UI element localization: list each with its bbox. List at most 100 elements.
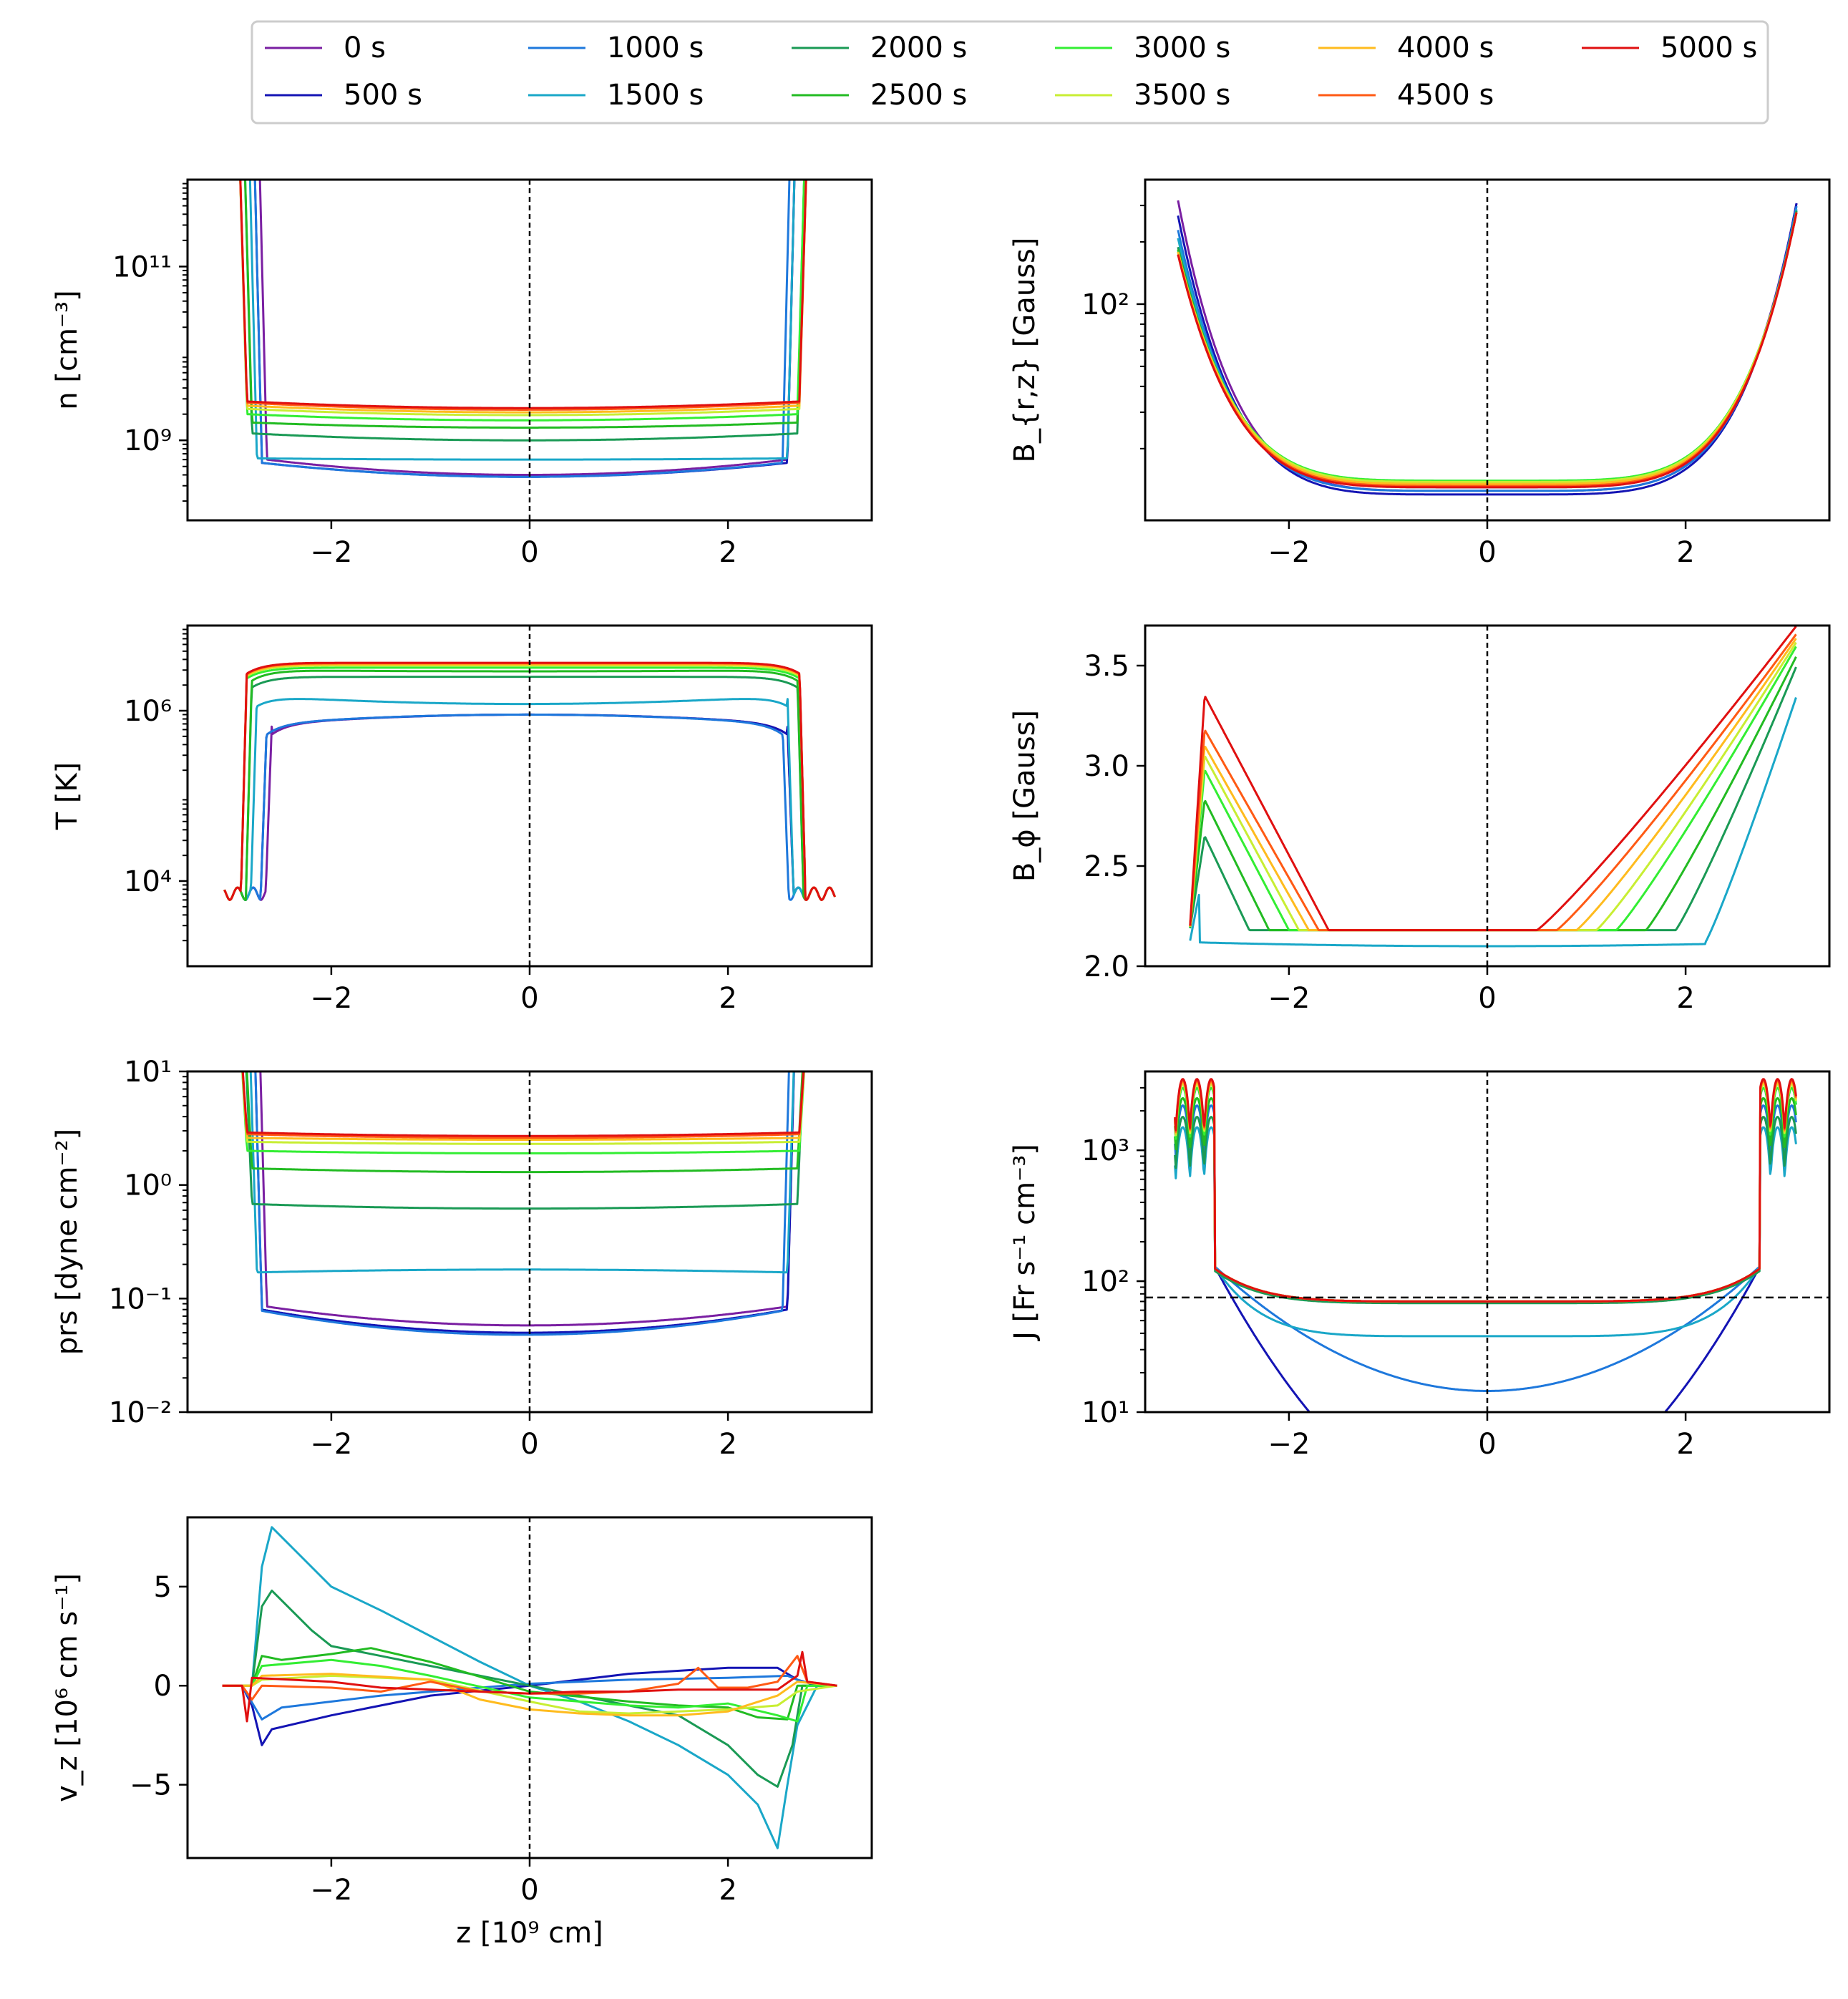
- series-line: [1174, 1104, 1797, 1392]
- y-tick-label: −5: [130, 1769, 172, 1802]
- y-tick-label: 10¹: [1081, 1396, 1129, 1429]
- legend-entry: 3500 s: [1055, 79, 1230, 112]
- y-tick-label: 10¹¹: [112, 251, 172, 283]
- y-axis-label: B_{r,z} [Gauss]: [1008, 238, 1041, 463]
- series-line: [223, 666, 836, 901]
- series-line: [239, 180, 807, 409]
- series-line: [245, 1071, 804, 1210]
- x-tick-label: 0: [520, 1428, 538, 1461]
- series-line: [254, 1071, 790, 1336]
- legend-label: 4000 s: [1397, 31, 1494, 64]
- y-tick-label: 10⁻¹: [109, 1283, 172, 1315]
- x-tick-label: −2: [310, 1428, 352, 1461]
- series-line: [244, 180, 806, 429]
- series-line: [222, 1589, 837, 1788]
- series-group: [1189, 626, 1797, 948]
- x-tick-label: −2: [1268, 1428, 1310, 1461]
- x-tick-label: 2: [1676, 1428, 1694, 1461]
- x-tick-label: −2: [310, 536, 352, 569]
- panel-J: −2 0 2 10¹ 10² 10³ J [Fr s⁻¹ cm⁻³]: [1008, 1070, 1831, 1461]
- series-line: [1174, 1086, 1797, 1412]
- x-tick-label: −2: [310, 982, 352, 1015]
- y-tick-label: 10⁶: [124, 695, 172, 728]
- panels: −2 0 2 10⁹ 10¹¹ n [cm⁻³] −2 0 2 10² B_{r,z} [Gauss…: [51, 178, 1831, 1950]
- legend-entry: 1500 s: [528, 79, 704, 112]
- x-tick-label: 2: [719, 1874, 736, 1907]
- series-group: [1174, 1078, 1797, 1412]
- y-tick-label: 10²: [1081, 288, 1129, 321]
- legend-label: 1000 s: [607, 31, 704, 64]
- x-tick-label: 0: [1478, 536, 1496, 569]
- x-tick-label: 2: [1676, 982, 1694, 1015]
- legend-label: 3000 s: [1134, 31, 1230, 64]
- panel-brz: −2 0 2 10² B_{r,z} [Gauss]: [1008, 178, 1831, 569]
- x-tick-label: 2: [719, 1428, 736, 1461]
- legend-entry: 500 s: [265, 79, 422, 112]
- series-line: [222, 1658, 837, 1723]
- legend-label: 3500 s: [1134, 79, 1230, 112]
- series-line: [222, 1655, 837, 1701]
- y-tick-label: 0: [154, 1670, 172, 1703]
- x-tick-label: 2: [1676, 536, 1694, 569]
- legend-label: 0 s: [344, 31, 386, 64]
- y-axis-label: T [K]: [51, 762, 84, 831]
- y-tick-label: 5: [154, 1571, 172, 1604]
- series-line: [222, 1674, 837, 1715]
- legend: 0 s 500 s 1000 s 1500 s 2000 s 2500 s 3000 s 35…: [251, 20, 1769, 125]
- y-tick-label: 2.0: [1084, 950, 1129, 983]
- y-tick-label: 10⁰: [124, 1169, 172, 1202]
- legend-label: 500 s: [344, 79, 422, 112]
- legend-label: 5000 s: [1660, 31, 1757, 64]
- x-tick-label: −2: [1268, 536, 1310, 569]
- legend-label: 1500 s: [607, 79, 704, 112]
- legend-entry: 2000 s: [792, 31, 967, 64]
- series-line: [1174, 1116, 1797, 1305]
- series-line: [222, 1673, 837, 1717]
- legend-entry: 1000 s: [528, 31, 704, 64]
- series-line: [241, 1071, 805, 1141]
- series-line: [241, 1071, 805, 1139]
- legend-entry: 4500 s: [1318, 79, 1494, 112]
- legend-label: 2000 s: [870, 31, 967, 64]
- x-tick-label: 0: [520, 982, 538, 1015]
- y-tick-label: 10²: [1081, 1265, 1129, 1298]
- y-tick-label: 3.5: [1084, 650, 1129, 683]
- y-tick-label: 10⁻²: [109, 1396, 172, 1429]
- series-line: [1189, 697, 1797, 948]
- y-tick-label: 2.5: [1084, 850, 1129, 883]
- panel-bphi: −2 0 2 2.0 2.5 3.0 3.5 B_ϕ [Gauss]: [1008, 624, 1831, 1015]
- y-tick-label: 10³: [1081, 1134, 1129, 1167]
- y-tick-label: 3.0: [1084, 750, 1129, 783]
- legend-label: 2500 s: [870, 79, 967, 112]
- y-axis-label: v_z [10⁶ cm s⁻¹]: [51, 1573, 84, 1802]
- series-line: [239, 180, 807, 411]
- panel-T: −2 0 2 10⁴ 10⁶ T [K]: [51, 624, 873, 1015]
- y-axis-label: J [Fr s⁻¹ cm⁻³]: [1008, 1144, 1041, 1342]
- y-axis-label: B_ϕ [Gauss]: [1008, 710, 1041, 882]
- legend-entry: 5000 s: [1582, 31, 1757, 64]
- series-line: [253, 180, 791, 478]
- panel-n: −2 0 2 10⁹ 10¹¹ n [cm⁻³]: [51, 178, 873, 569]
- legend-frame: [251, 20, 1769, 125]
- y-axis-label: prs [dyne cm⁻²]: [51, 1129, 84, 1355]
- series-line: [223, 676, 836, 901]
- panel-prs: −2 0 2 10⁻² 10⁻¹ 10⁰ 10¹ prs [dyne cm⁻²]: [51, 1056, 873, 1461]
- x-tick-label: 0: [1478, 1428, 1496, 1461]
- x-axis-label: z [10⁹ cm]: [456, 1917, 603, 1950]
- x-tick-label: 2: [719, 982, 736, 1015]
- x-tick-label: 0: [520, 1874, 538, 1907]
- series-line: [1189, 626, 1797, 932]
- legend-entry: 2500 s: [792, 79, 967, 112]
- legend-label: 4500 s: [1397, 79, 1494, 112]
- series-line: [222, 1650, 837, 1723]
- y-tick-label: 10⁹: [124, 424, 172, 457]
- series-line: [248, 180, 796, 461]
- y-tick-label: 10¹: [124, 1056, 172, 1089]
- x-tick-label: 0: [1478, 982, 1496, 1015]
- legend-entry: 3000 s: [1055, 31, 1230, 64]
- legend-entry: 0 s: [265, 31, 386, 64]
- series-line: [1177, 212, 1798, 489]
- y-axis-label: n [cm⁻³]: [51, 290, 84, 409]
- legend-entry: 4000 s: [1318, 31, 1494, 64]
